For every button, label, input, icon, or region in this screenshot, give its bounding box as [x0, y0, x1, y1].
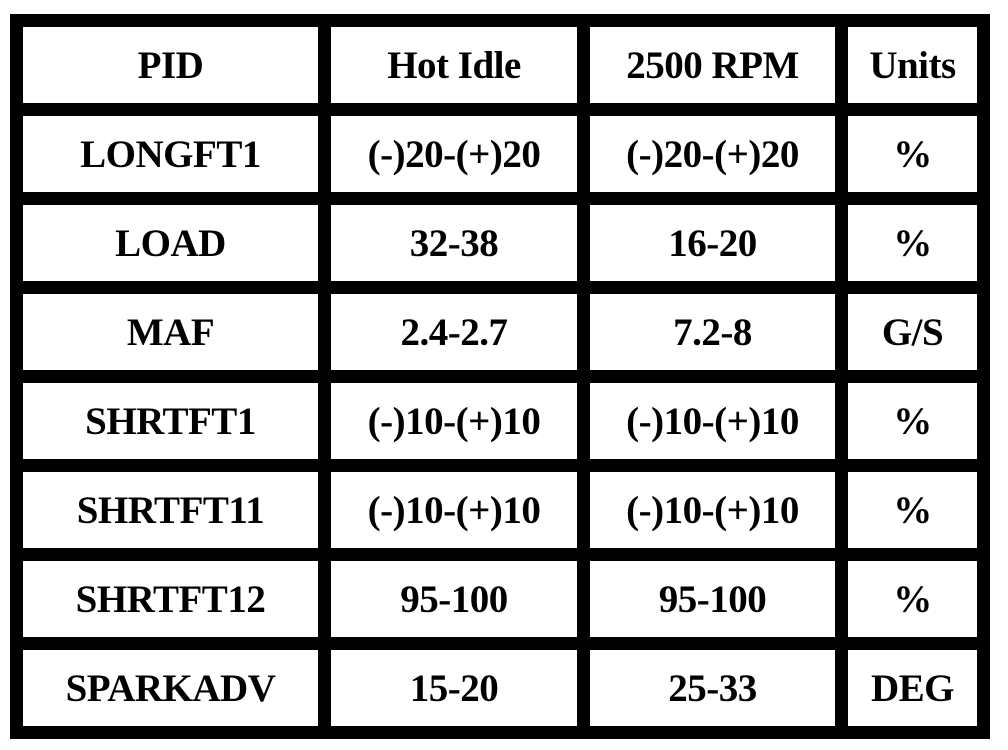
- cell-pid: LONGFT1: [23, 116, 318, 192]
- header-2500-rpm: 2500 RPM: [590, 27, 835, 103]
- cell-2500-rpm: 7.2-8: [590, 294, 835, 370]
- cell-units: %: [848, 561, 977, 637]
- cell-units: %: [848, 116, 977, 192]
- cell-pid: SPARKADV: [23, 650, 318, 726]
- cell-2500-rpm: 16-20: [590, 205, 835, 281]
- cell-2500-rpm: (-)10-(+)10: [590, 472, 835, 548]
- cell-pid: SHRTFT12: [23, 561, 318, 637]
- pid-table: PID Hot Idle 2500 RPM Units LONGFT1 (-)2…: [10, 14, 990, 739]
- cell-units: %: [848, 383, 977, 459]
- cell-pid: SHRTFT11: [23, 472, 318, 548]
- header-hot-idle: Hot Idle: [331, 27, 577, 103]
- header-pid: PID: [23, 27, 318, 103]
- cell-2500-rpm: (-)10-(+)10: [590, 383, 835, 459]
- cell-units: %: [848, 205, 977, 281]
- cell-units: %: [848, 472, 977, 548]
- cell-hot-idle: 95-100: [331, 561, 577, 637]
- cell-hot-idle: (-)20-(+)20: [331, 116, 577, 192]
- cell-pid: MAF: [23, 294, 318, 370]
- cell-hot-idle: 32-38: [331, 205, 577, 281]
- header-units: Units: [848, 27, 977, 103]
- cell-hot-idle: 15-20: [331, 650, 577, 726]
- cell-hot-idle: (-)10-(+)10: [331, 472, 577, 548]
- cell-pid: LOAD: [23, 205, 318, 281]
- cell-2500-rpm: 25-33: [590, 650, 835, 726]
- cell-hot-idle: (-)10-(+)10: [331, 383, 577, 459]
- cell-2500-rpm: 95-100: [590, 561, 835, 637]
- cell-units: G/S: [848, 294, 977, 370]
- cell-units: DEG: [848, 650, 977, 726]
- cell-hot-idle: 2.4-2.7: [331, 294, 577, 370]
- cell-pid: SHRTFT1: [23, 383, 318, 459]
- cell-2500-rpm: (-)20-(+)20: [590, 116, 835, 192]
